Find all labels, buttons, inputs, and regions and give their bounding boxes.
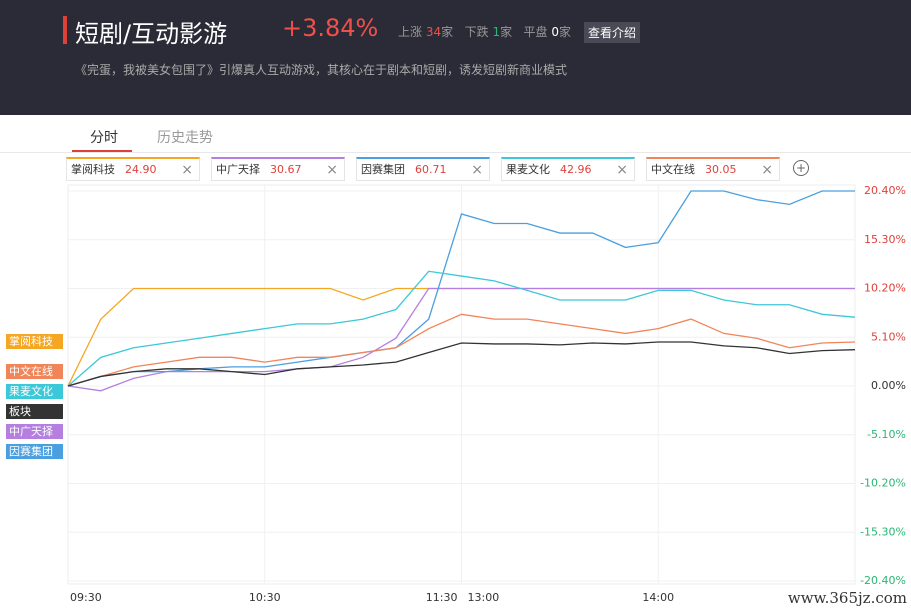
x-tick-label: 11:30: [426, 591, 458, 604]
side-label: 掌阅科技: [6, 334, 63, 349]
accent: [63, 16, 67, 44]
legend-price: 42.96: [560, 163, 592, 176]
y-tick-label: 0.00%: [871, 379, 906, 392]
y-tick-label: -20.40%: [860, 574, 906, 587]
series-line: [67, 313, 856, 387]
legend-name: 掌阅科技: [71, 163, 115, 176]
y-tick-label: -15.30%: [860, 525, 906, 538]
y-tick-label: -10.20%: [860, 477, 906, 490]
legend-item: 果麦文化 42.96 ×: [501, 157, 635, 181]
title: 短剧/互动影游: [75, 20, 228, 48]
down-count: 1: [492, 25, 501, 39]
legend-price: 30.05: [705, 163, 737, 176]
unit: 家: [500, 25, 513, 39]
series-line: [67, 270, 856, 387]
legend-price: 24.90: [125, 163, 157, 176]
unit: 家: [441, 25, 454, 39]
legend-price: 30.67: [270, 163, 302, 176]
legend-name: 果麦文化: [506, 163, 550, 176]
tab[interactable]: 分时: [90, 130, 118, 146]
side-label: 板块: [6, 404, 63, 419]
side-label: 果麦文化: [6, 384, 63, 399]
header: 短剧/互动影游 +3.84% 上涨 34家 下跌 1家 平盘 0家 查看介绍 《…: [0, 0, 911, 115]
series-line: [67, 341, 856, 387]
legend-close[interactable]: ×: [181, 162, 193, 178]
up-count: 34: [425, 25, 442, 39]
tab[interactable]: 历史走势: [157, 130, 213, 146]
flat-label: 平盘: [523, 25, 548, 39]
side-label: 中文在线: [6, 364, 63, 379]
unit: 家: [559, 25, 572, 39]
legend-close[interactable]: ×: [471, 162, 483, 178]
y-tick-label: 10.20%: [864, 282, 906, 295]
divider: [0, 152, 911, 153]
up-label: 上涨: [398, 25, 423, 39]
legend-name: 因赛集团: [361, 163, 405, 176]
y-tick-label: -5.10%: [867, 428, 906, 441]
add-button[interactable]: +: [793, 160, 809, 176]
legend-close[interactable]: ×: [616, 162, 628, 178]
legend-close[interactable]: ×: [326, 162, 338, 178]
watermark: www.365jz.com: [787, 589, 907, 607]
legend-name: 中文在线: [651, 163, 695, 176]
side-label: 中广天择: [6, 424, 63, 439]
legend-item: 中广天择 30.67 ×: [211, 157, 345, 181]
legend-close[interactable]: ×: [761, 162, 773, 178]
legend-item: 因赛集团 60.71 ×: [356, 157, 490, 181]
series-line: [67, 287, 855, 392]
x-tick-label: 14:00: [642, 591, 674, 604]
y-tick-label: 20.40%: [864, 184, 906, 197]
legend-name: 中广天择: [216, 163, 260, 176]
side-label: 因赛集团: [6, 444, 63, 459]
y-tick-label: 5.10%: [871, 330, 906, 343]
tab-underline: [72, 150, 132, 152]
x-tick-label: 10:30: [249, 591, 281, 604]
x-tick-label: 09:30: [70, 591, 102, 604]
y-tick-label: 15.30%: [864, 233, 906, 246]
intro-button[interactable]: 查看介绍: [584, 22, 641, 43]
stats: 上涨 34家 下跌 1家 平盘 0家: [398, 23, 571, 40]
down-label: 下跌: [464, 25, 489, 39]
x-tick-label: 13:00: [468, 591, 500, 604]
legend-price: 60.71: [415, 163, 447, 176]
flat-count: 0: [551, 25, 560, 39]
description: 《完蛋，我被美女包围了》引爆真人互动游戏，其核心在于剧本和短剧，诱发短剧新商业模…: [75, 63, 568, 77]
change: +3.84%: [282, 14, 379, 42]
legend-item: 中文在线 30.05 ×: [646, 157, 780, 181]
legend-item: 掌阅科技 24.90 ×: [66, 157, 200, 181]
